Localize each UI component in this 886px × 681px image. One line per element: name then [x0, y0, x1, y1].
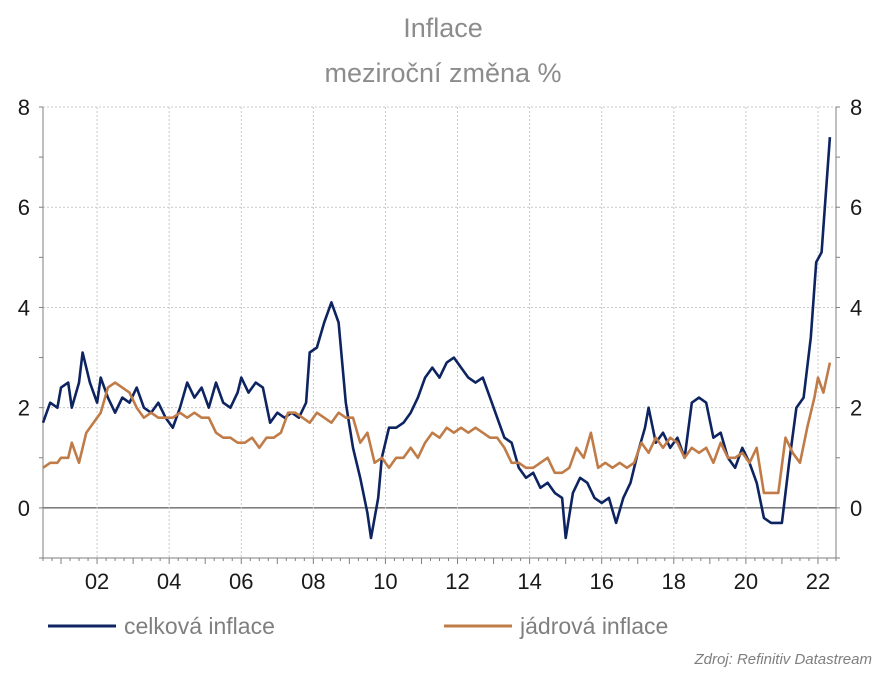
gridlines [43, 106, 836, 558]
y-tick-label-left: 6 [18, 195, 30, 220]
x-tick-label: 12 [445, 569, 469, 594]
x-tick-label: 06 [229, 569, 253, 594]
legend: celková inflace jádrová inflace [48, 613, 668, 639]
y-tick-label-left: 8 [18, 95, 30, 120]
y-tick-label-right: 2 [850, 396, 862, 421]
legend-label-jadrova: jádrová inflace [519, 613, 668, 639]
series-lines [41, 137, 832, 540]
series-line-celkova [41, 137, 832, 540]
y-tick-label-right: 4 [850, 295, 862, 320]
x-tick-label: 20 [734, 569, 758, 594]
chart-subtitle: meziroční změna % [324, 58, 561, 88]
series-line-jadrova [42, 362, 832, 495]
x-tick-label: 14 [517, 569, 541, 594]
x-tick-label: 10 [373, 569, 397, 594]
y-tick-label-left: 2 [18, 396, 30, 421]
y-tick-label-right: 8 [850, 95, 862, 120]
x-tick-label: 18 [662, 569, 686, 594]
legend-label-celkova: celková inflace [124, 613, 275, 639]
x-tick-label: 08 [301, 569, 325, 594]
x-tick-label: 16 [589, 569, 613, 594]
y-tick-label-left: 4 [18, 295, 30, 320]
x-tick-label: 04 [157, 569, 181, 594]
source-note: Zdroj: Refinitiv Datastream [693, 651, 872, 668]
y-tick-label-right: 6 [850, 195, 862, 220]
x-tick-label: 22 [806, 569, 830, 594]
y-tick-label-right: 0 [850, 496, 862, 521]
chart-title: Inflace [403, 13, 483, 43]
x-tick-label: 02 [85, 569, 109, 594]
y-tick-label-left: 0 [18, 496, 30, 521]
axes: 0 02 24 46 68 802 04 06 08 10 12 14 16 18 20 22 [18, 95, 863, 594]
